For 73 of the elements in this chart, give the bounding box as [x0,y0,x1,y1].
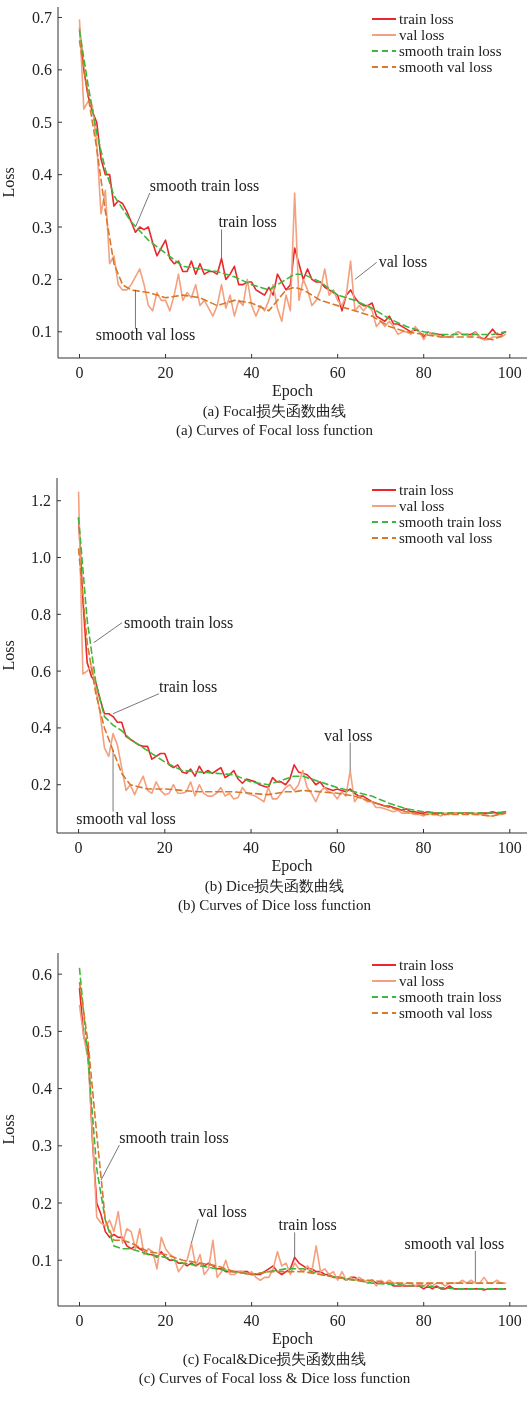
legend-label: train loss [399,482,454,498]
legend-label: smooth train loss [399,43,502,59]
x-tick-label: 60 [329,364,346,381]
annotation: train loss [158,677,218,695]
x-tick-label: 60 [329,839,346,856]
legend-label: train loss [399,957,454,973]
x-tick-label: 100 [497,839,522,856]
y-tick-label: 0.6 [32,61,52,79]
y-axis-title: Loss [0,1114,17,1145]
y-tick-label: 0.1 [32,323,52,341]
y-tick-label: 0.7 [32,8,52,26]
y-tick-label: 0.4 [32,1080,52,1098]
y-tick-label: 0.5 [32,1022,52,1040]
x-tick-label: 20 [157,1312,174,1329]
x-tick-label: 0 [75,1312,84,1329]
annotation: smooth val loss [404,1234,505,1252]
legend-label: val loss [399,27,445,43]
x-tick-label: 80 [415,364,432,381]
x-tick-label: 100 [497,364,522,381]
x-axis-title: Epoch [272,1330,313,1348]
legend-label: smooth train loss [399,514,502,530]
text: (c) Curves of Focal loss & Dice loss function [138,1370,411,1387]
y-tick-label: 0.3 [32,218,52,236]
x-tick-label: 20 [157,364,174,381]
y-tick-label: 1.2 [31,492,51,510]
x-axis-title: Epoch [271,857,313,875]
legend-label: smooth val loss [399,1005,493,1021]
x-tick-label: 0 [74,839,83,856]
x-tick-label: 40 [243,839,260,856]
annotation: val loss [323,726,373,744]
x-tick-label: 20 [156,839,173,856]
y-tick-label: 0.2 [31,776,51,794]
annotation: smooth val loss [95,325,196,343]
annotation: smooth train loss [149,177,260,195]
x-tick-label: 60 [329,1312,346,1329]
annotation: val loss [378,253,428,271]
annotation: val loss [198,1203,247,1221]
x-tick-label: 100 [497,1312,522,1329]
annotation: train loss [218,213,277,231]
y-tick-label: 0.3 [32,1137,52,1155]
y-tick-label: 0.6 [32,965,52,983]
y-tick-label: 0.4 [32,166,52,184]
legend-label: smooth val loss [399,59,493,75]
y-tick-label: 1.0 [31,549,51,567]
x-axis-title: Epoch [272,382,313,400]
text: (a) Curves of Focal loss function [175,422,374,439]
x-tick-label: 40 [243,364,260,381]
y-axis-title: Loss [0,640,17,671]
y-tick-label: 0.1 [32,1251,52,1269]
y-tick-label: 0.8 [31,605,51,623]
y-tick-label: 0.4 [31,719,51,737]
y-tick-label: 0.2 [32,270,52,288]
legend-label: train loss [399,11,454,27]
text: (c) Focal&Dice损失函数曲线 [182,1351,367,1368]
y-tick-label: 0.6 [31,662,51,680]
legend-label: smooth val loss [399,530,493,546]
legend-label: val loss [399,498,445,514]
x-tick-label: 80 [415,839,432,856]
text: (b) Dice损失函数曲线 [204,878,345,895]
annotation: smooth train loss [123,613,234,631]
legend-label: val loss [399,973,445,989]
text: (b) Curves of Dice loss function [178,897,372,914]
annotation: smooth train loss [119,1129,229,1147]
x-tick-label: 80 [415,1312,432,1329]
legend-label: smooth train loss [399,989,502,1005]
annotation: train loss [278,1216,337,1234]
x-tick-label: 0 [75,364,84,381]
y-axis-title: Loss [0,167,17,198]
y-tick-label: 0.2 [32,1194,52,1212]
y-tick-label: 0.5 [32,113,52,131]
annotation: smooth val loss [76,809,176,827]
text: (a) Focal损失函数曲线 [202,403,347,420]
x-tick-label: 40 [243,1312,260,1329]
